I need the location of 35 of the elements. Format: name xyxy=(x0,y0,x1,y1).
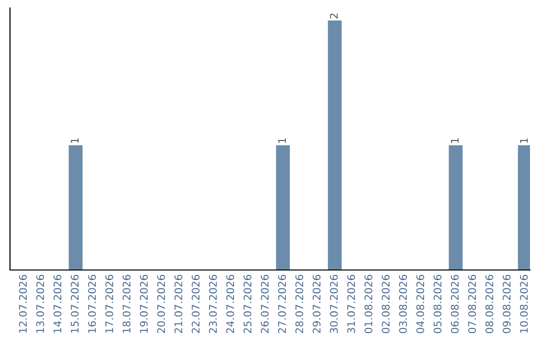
x-tick-label: 07.08.2026 xyxy=(468,274,476,334)
x-tick-label: 09.08.2026 xyxy=(502,274,511,334)
data-label: 1 xyxy=(520,138,528,143)
x-tick-label: 10.08.2026 xyxy=(520,274,528,333)
x-tick-label: 22.07.2026 xyxy=(192,274,200,334)
x-tick-label: 01.08.2026 xyxy=(364,274,372,334)
data-label: 2 xyxy=(330,14,338,18)
data-label: 1 xyxy=(278,138,286,143)
x-tick-label: 03.08.2026 xyxy=(399,274,407,334)
x-tick-label: 27.07.2026 xyxy=(278,274,286,334)
x-tick-label: 30.07.2026 xyxy=(330,274,338,334)
x-tick-label: 18.07.2026 xyxy=(122,274,130,333)
x-tick-label: 25.07.2026 xyxy=(244,274,252,334)
x-tick-label: 21.07.2026 xyxy=(174,274,182,334)
x-tick-label: 04.08.2026 xyxy=(416,274,424,334)
x-tick-label: 16.07.2026 xyxy=(88,274,96,333)
x-tick-label: 08.08.2026 xyxy=(485,274,494,334)
x-tick-label: 12.07.2026 xyxy=(18,274,27,333)
x-tick-label: 05.08.2026 xyxy=(434,274,442,334)
x-tick-label: 06.08.2026 xyxy=(450,274,459,334)
x-tick-label: 31.07.2026 xyxy=(347,274,356,334)
x-tick-label: 28.07.2026 xyxy=(295,274,304,334)
x-tick-label: 24.07.2026 xyxy=(226,274,234,334)
x-tick-label: 26.07.2026 xyxy=(260,274,269,334)
x-tick-label: 13.07.2026 xyxy=(36,274,44,333)
x-tick-label: 17.07.2026 xyxy=(105,274,114,333)
x-tick-label: 14.07.2026 xyxy=(54,274,62,333)
x-tick-label: 23.07.2026 xyxy=(208,274,217,334)
x-tick-label: 02.08.2026 xyxy=(382,274,390,334)
x-tick-label: 20.07.2026 xyxy=(157,274,166,334)
x-tick-label: 15.07.2026 xyxy=(70,274,79,333)
x-tick-label: 19.07.2026 xyxy=(140,274,148,333)
x-tick-label: 29.07.2026 xyxy=(312,274,321,334)
data-label: 1 xyxy=(70,138,79,143)
data-label: 1 xyxy=(450,138,459,143)
